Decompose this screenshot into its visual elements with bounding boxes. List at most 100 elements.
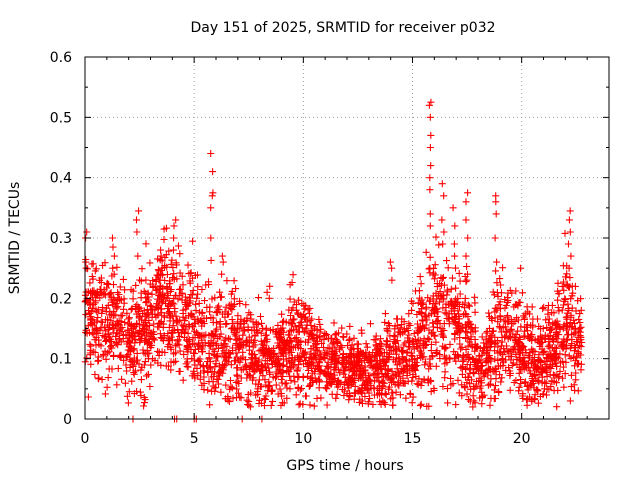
data-point [341, 373, 349, 381]
data-point [116, 352, 124, 360]
data-point [348, 346, 356, 354]
data-point [106, 323, 114, 331]
data-point [94, 353, 102, 361]
data-point [313, 334, 321, 342]
data-point [572, 369, 580, 377]
data-point [336, 345, 344, 353]
spike-point [379, 397, 387, 405]
data-point [325, 371, 333, 379]
data-point [310, 402, 318, 410]
spike-point [110, 270, 118, 278]
data-point [431, 261, 439, 269]
data-point [232, 332, 240, 340]
data-point [454, 329, 462, 336]
data-point [422, 358, 429, 366]
data-point [90, 330, 98, 338]
data-point [426, 360, 434, 368]
data-point [330, 319, 338, 327]
data-point [198, 348, 206, 356]
data-point [107, 296, 115, 304]
data-point [408, 361, 416, 369]
data-point [367, 320, 374, 328]
data-point [454, 352, 462, 360]
spike-point [265, 294, 273, 302]
data-point [526, 369, 534, 377]
data-point [186, 279, 194, 287]
data-point [471, 336, 479, 343]
data-point [497, 378, 505, 386]
data-point [563, 319, 570, 327]
data-point [396, 360, 404, 368]
data-point [343, 330, 351, 338]
data-point [86, 340, 94, 348]
data-point [383, 340, 391, 348]
data-point [260, 395, 268, 403]
data-point [215, 368, 223, 376]
data-point [185, 320, 193, 328]
data-point [105, 348, 113, 356]
data-point [408, 349, 416, 357]
data-point [132, 281, 140, 289]
data-point [253, 366, 261, 374]
data-point [559, 357, 567, 365]
data-point [410, 330, 418, 337]
spike-point [492, 192, 500, 200]
data-point [287, 377, 295, 384]
data-point [291, 378, 299, 386]
data-point [287, 312, 294, 319]
x-axis-label: GPS time / hours [286, 458, 403, 474]
y-tick-label: 0.3 [50, 231, 72, 247]
data-point [200, 380, 208, 387]
data-point [384, 356, 392, 363]
data-point [254, 362, 261, 370]
data-point [320, 336, 328, 344]
data-point [87, 360, 95, 368]
data-point [495, 388, 503, 396]
data-point [462, 334, 470, 341]
data-point [106, 311, 114, 319]
data-point [199, 362, 207, 370]
data-point [147, 344, 155, 352]
data-point [426, 297, 434, 305]
data-point [368, 356, 376, 364]
data-point [516, 339, 524, 347]
data-point [367, 384, 375, 392]
data-point [317, 325, 325, 333]
data-point [429, 319, 437, 327]
data-point [456, 277, 464, 285]
data-point [486, 401, 494, 409]
data-point [84, 393, 92, 401]
data-point [496, 312, 504, 320]
data-point [356, 364, 364, 372]
data-point [234, 372, 241, 380]
data-point [463, 379, 471, 386]
data-point [313, 347, 321, 355]
data-point [432, 289, 440, 297]
data-point [345, 396, 353, 404]
data-point [381, 318, 389, 326]
data-point [141, 358, 149, 366]
data-point [452, 264, 459, 272]
data-point [173, 340, 181, 348]
data-point [493, 279, 501, 287]
spike-point [470, 385, 478, 393]
data-point [172, 349, 180, 357]
data-point [519, 289, 526, 297]
data-point [191, 320, 199, 328]
data-point [365, 389, 373, 397]
data-point [302, 302, 310, 310]
data-point [130, 390, 138, 398]
data-point [205, 331, 213, 339]
data-point [128, 304, 136, 312]
data-point [391, 358, 399, 366]
data-point [417, 280, 425, 288]
data-point [373, 369, 381, 377]
data-point [512, 287, 520, 295]
spike-point [109, 264, 117, 272]
data-point [401, 339, 409, 347]
data-point [341, 363, 349, 371]
x-tick-label: 10 [294, 431, 312, 447]
data-point [142, 240, 150, 248]
data-point [221, 308, 229, 316]
data-point [425, 326, 433, 334]
